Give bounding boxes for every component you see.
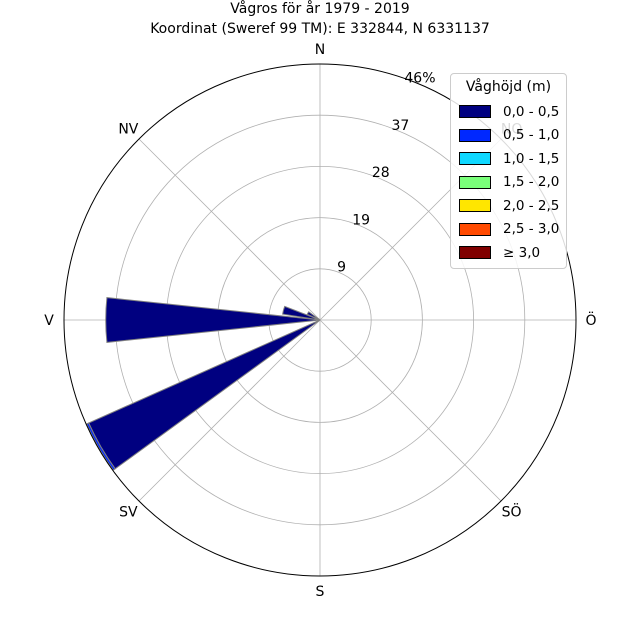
- legend-entry: 0,5 - 1,0: [459, 124, 560, 148]
- legend-title: Våghöjd (m): [465, 79, 552, 95]
- radial-tick-label-3: 28: [372, 165, 390, 181]
- bar-240-seg-1: [88, 319, 321, 470]
- legend-label: 2,5 - 3,0: [503, 221, 560, 238]
- legend-swatch: [459, 105, 491, 119]
- bar-300-seg-1: [306, 311, 321, 321]
- legend-entry: 1,0 - 1,5: [459, 147, 560, 171]
- legend-label: 0,5 - 1,0: [503, 127, 560, 144]
- direction-label-v: V: [44, 313, 54, 329]
- chart-title: Vågros för år 1979 - 2019: [230, 0, 409, 17]
- radial-tick-label-1: 9: [337, 260, 346, 276]
- radial-tick-label-5: 46%: [404, 70, 435, 86]
- radial-tick-label-4: 37: [391, 118, 409, 134]
- bar-285-seg-1: [282, 305, 321, 321]
- legend-swatch: [459, 128, 491, 142]
- legend-swatch: [459, 246, 491, 260]
- radial-tick-label-2: 19: [352, 212, 370, 228]
- chart-subtitle: Koordinat (Sweref 99 TM): E 332844, N 63…: [150, 21, 490, 37]
- legend-swatch: [459, 222, 491, 236]
- spoke-sö: [319, 319, 502, 502]
- radial-tick-labels: 9 19 28 37 46%: [337, 70, 435, 275]
- direction-label-sv: SV: [119, 505, 138, 521]
- legend-label: 2,0 - 2,5: [503, 197, 560, 214]
- legend-label: 1,5 - 2,0: [503, 174, 560, 191]
- polar-frame: [63, 63, 577, 577]
- legend-label: 1,0 - 1,5: [503, 150, 560, 167]
- legend-entry: 1,5 - 2,0: [459, 171, 560, 195]
- legend-entry: ≥ 3,0: [459, 241, 558, 265]
- legend-swatch: [459, 199, 491, 213]
- polar-bars: [85, 297, 321, 471]
- direction-label-nv: NV: [118, 121, 138, 137]
- bar-270-seg-1: [105, 297, 321, 343]
- legend-swatch: [459, 175, 491, 189]
- legend-label: 0,0 - 0,5: [503, 103, 560, 120]
- direction-label-sö: SÖ: [502, 503, 522, 521]
- bar-240-seg-2: [85, 422, 116, 471]
- spoke-nv: [138, 138, 321, 321]
- legend-entry: 2,5 - 3,0: [459, 218, 560, 242]
- legend-label: ≥ 3,0: [503, 244, 541, 261]
- direction-label-s: S: [316, 584, 325, 600]
- legend-entry: 2,0 - 2,5: [459, 194, 560, 218]
- direction-label-ö: Ö: [585, 311, 596, 329]
- spoke-sv: [138, 319, 321, 502]
- legend-entry: 0,0 - 0,5: [459, 100, 560, 124]
- direction-label-n: N: [315, 42, 325, 58]
- legend: Våghöjd (m) 0,0 - 0,5 0,5 - 1,0 1,0 - 1,5 1…: [450, 73, 567, 269]
- legend-swatch: [459, 152, 491, 166]
